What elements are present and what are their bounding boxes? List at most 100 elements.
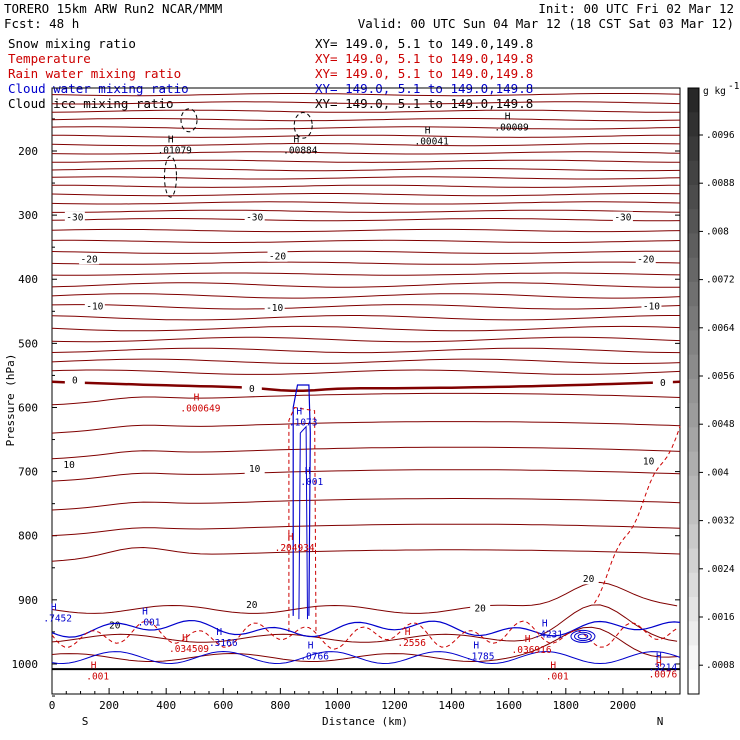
plot-area: -30 -30 -30 -20 -20 -20 -10 -10 -10 0 0 0 10 10 10 20 20… <box>43 87 681 697</box>
colorbar-tick-label: .004 <box>706 467 729 478</box>
colorbar-swatch <box>688 233 699 259</box>
isotherm-label: 10 <box>63 460 75 471</box>
maximum-marker: H <box>91 660 97 671</box>
isotherm-label: -20 <box>81 254 98 265</box>
legend: Snow mixing ratio XY= 149.0, 5.1 to 149.… <box>8 36 533 111</box>
maximum-marker: H <box>51 603 57 614</box>
isotherm-contour <box>51 581 678 614</box>
isotherm-contour <box>51 446 681 460</box>
x-tick-label: 1800 <box>553 699 580 712</box>
isotherm-contour <box>51 358 681 364</box>
colorbar-tick-label: .0032 <box>706 516 735 527</box>
colorbar-unit-exponent: -1 <box>728 81 740 92</box>
init-time: Init: 00 UTC Fri 02 Mar 12 <box>538 1 734 16</box>
isotherm-contour <box>51 272 681 276</box>
maximum-value-label: .1785 <box>466 651 495 662</box>
isotherm-label: -10 <box>86 302 103 313</box>
colorbar-swatch <box>688 354 699 380</box>
colorbar-swatch <box>688 451 699 477</box>
maximum-value-label: .1073 <box>289 417 318 428</box>
legend-snow: Snow mixing ratio <box>8 36 136 51</box>
colorbar-swatch <box>688 645 699 671</box>
maximum-value-label: .036916 <box>512 645 552 656</box>
maximum-marker: H <box>550 660 556 671</box>
isotherm-contour <box>51 109 680 113</box>
legend-rain-xy: XY= 149.0, 5.1 to 149.0,149.8 <box>315 66 533 81</box>
isotherm-label-bg <box>241 382 262 394</box>
isotherm-contour <box>51 93 681 97</box>
maximum-value-label: .001 <box>300 477 323 488</box>
y-tick-label: 200 <box>18 145 38 158</box>
colorbar-swatch <box>688 257 699 283</box>
x-tick-label: 200 <box>99 699 119 712</box>
isotherm-label: -10 <box>643 302 660 313</box>
isotherm-contour <box>51 228 681 233</box>
isotherm-label: 0 <box>660 378 666 389</box>
snow-contour <box>163 155 177 198</box>
maximum-marker: H <box>473 640 479 651</box>
cloud-water-contour <box>577 633 589 640</box>
x-axis-label: Distance (km) <box>322 715 408 728</box>
isotherm-label: -30 <box>614 213 631 224</box>
isotherm-contour <box>51 201 681 205</box>
legend-temperature-xy: XY= 149.0, 5.1 to 149.0,149.8 <box>315 51 533 66</box>
colorbar-swatch <box>688 112 699 137</box>
colorbar: g kg -1 .0096 .0088 .008 .0072 .0064 .0056 .00… <box>687 81 740 695</box>
colorbar-tick-label: .0056 <box>706 371 735 382</box>
isotherm-label: -30 <box>66 213 83 224</box>
isotherm-label: -20 <box>637 254 654 265</box>
isotherm-contour <box>51 193 681 197</box>
isotherm-contour <box>51 143 681 147</box>
cloud-water-contour <box>298 425 308 620</box>
colorbar-swatch <box>688 306 699 331</box>
isotherm-contour <box>51 347 681 354</box>
x-tick-label: 1400 <box>438 699 465 712</box>
legend-rain: Rain water mixing ratio <box>8 66 181 81</box>
maximum-value-label: .000649 <box>180 403 220 414</box>
maximum-marker: H <box>542 619 548 630</box>
isotherm-contour <box>51 336 681 343</box>
maximum-value-label: .0766 <box>300 651 329 662</box>
maximum-value-label: .001 <box>138 617 161 628</box>
isotherm-contour <box>51 604 678 643</box>
maximum-marker: H <box>308 640 314 651</box>
colorbar-swatch <box>688 403 699 428</box>
valid-time: Valid: 00 UTC Sun 04 Mar 12 (18 CST Sat … <box>358 16 734 31</box>
maximum-value-label: .7452 <box>43 614 72 625</box>
isotherm-label: 20 <box>109 620 121 631</box>
maximum-value-label: .034509 <box>169 644 209 655</box>
maximum-marker: H <box>505 111 511 122</box>
isotherm-label-bg <box>59 459 80 471</box>
isotherm-contour <box>51 304 681 310</box>
maximum-marker: H <box>405 627 411 638</box>
isotherm-contour <box>51 392 681 406</box>
maximum-marker: H <box>288 532 294 543</box>
isotherm-contour <box>51 282 680 288</box>
y-tick-label: 800 <box>18 530 38 543</box>
maximum-value-label: .01079 <box>158 146 193 157</box>
isotherm-contour <box>52 209 681 213</box>
isotherm-contour <box>51 101 681 105</box>
colorbar-unit: g kg <box>703 86 726 97</box>
colorbar-swatch <box>688 427 699 453</box>
colorbar-swatch <box>688 209 699 234</box>
isotherm-contour <box>52 184 681 188</box>
y-axis-label: Pressure (hPa) <box>4 354 17 447</box>
forecast-hour: Fcst: 48 h <box>4 16 79 31</box>
maximum-value-label: .204934 <box>275 543 315 554</box>
isotherm-label: -20 <box>269 252 286 263</box>
maximum-value-label: .001 <box>546 671 569 682</box>
isotherm-contour <box>51 250 681 254</box>
cloud-water-contour <box>570 629 596 643</box>
isotherm-label-bg <box>652 377 673 389</box>
maximum-marker: H <box>182 633 188 644</box>
maximum-value-label: .00009 <box>494 122 529 133</box>
colorbar-swatch <box>688 475 699 501</box>
south-end-label: S <box>82 715 89 728</box>
y-tick-label: 1000 <box>12 658 39 671</box>
isotherm-label-bg <box>612 211 633 223</box>
legend-snow-xy: XY= 149.0, 5.1 to 149.0,149.8 <box>315 36 533 51</box>
y-tick-label: 600 <box>18 401 38 414</box>
isotherm-label-bg <box>79 253 100 265</box>
rain-contour <box>593 426 681 604</box>
